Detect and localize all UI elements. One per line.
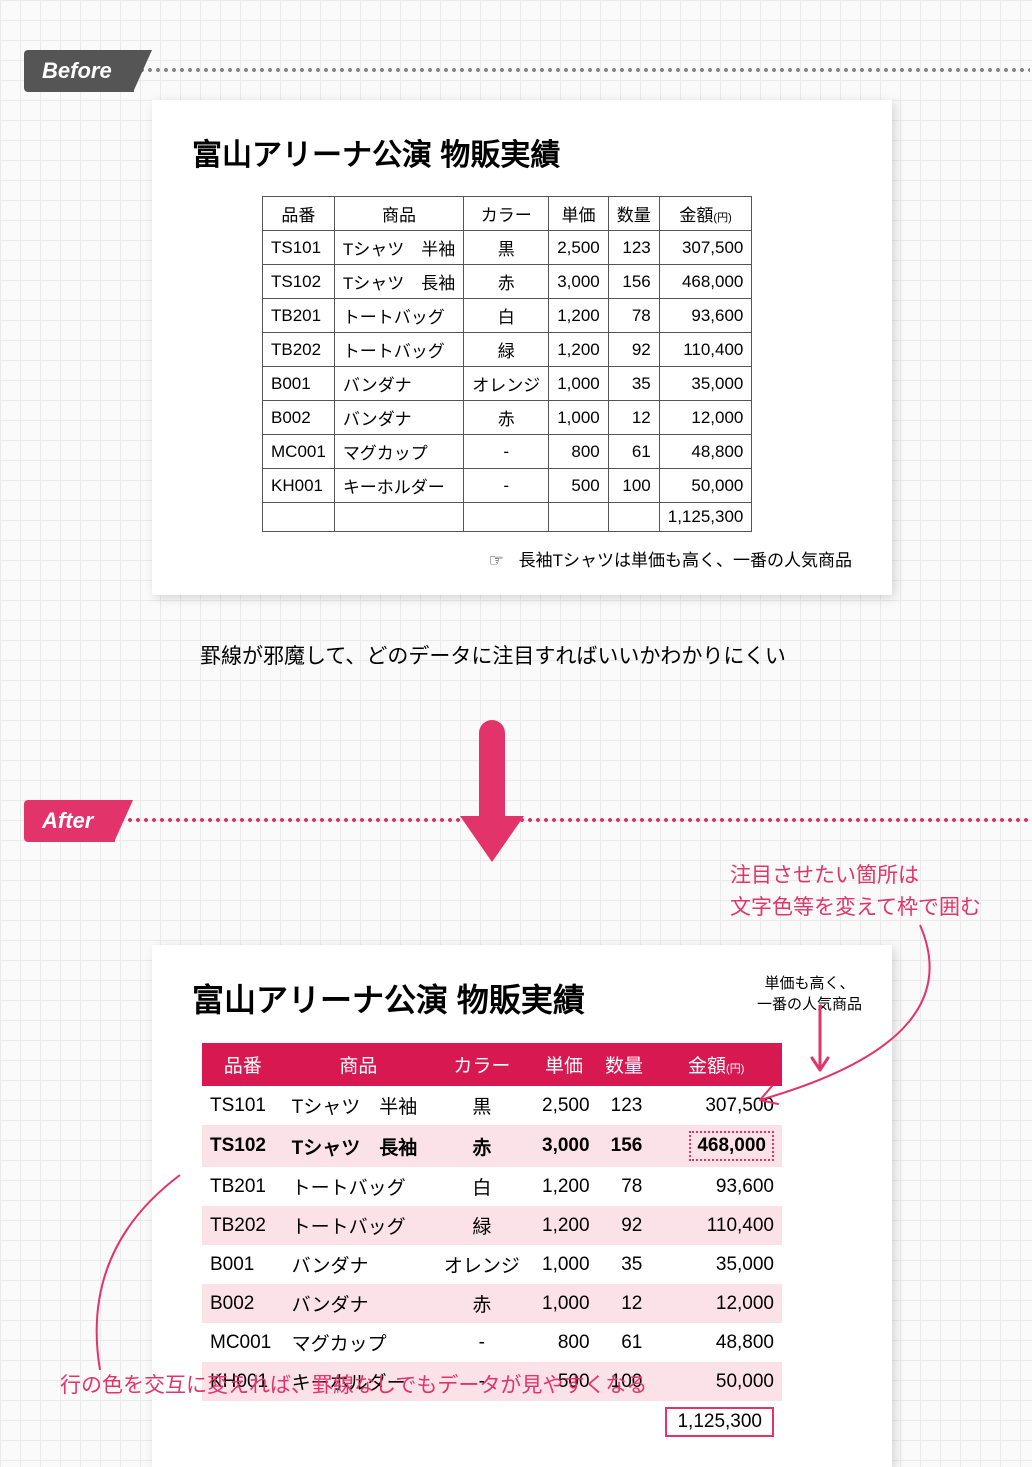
col-header: 単価 [549, 197, 609, 231]
callout-altrows: 行の色を交互に変えれば、罫線なしでもデータが見やすくなる [60, 1370, 647, 1402]
table-row: MC001マグカップ-8006148,800 [202, 1323, 782, 1362]
table-row: B002バンダナ赤1,0001212,000 [202, 1284, 782, 1323]
table-row: B001バンダナオレンジ1,0003535,000 [263, 367, 752, 401]
divider-dots-after [110, 818, 1030, 822]
col-header: 品番 [202, 1043, 284, 1086]
col-header: カラー [464, 197, 549, 231]
caption-before: 罫線が邪魔して、どのデータに注目すればいいかわかりにくい [200, 640, 786, 670]
small-arrow-icon [780, 1000, 860, 1100]
pointing-hand-icon: ☞ [489, 551, 504, 571]
col-header: 商品 [334, 197, 463, 231]
col-header: 数量 [598, 1043, 651, 1086]
badge-before: Before [24, 50, 134, 92]
table-row: TB201トートバッグ白1,2007893,600 [202, 1167, 782, 1206]
table-row: B001バンダナオレンジ1,0003535,000 [202, 1245, 782, 1284]
table-row: TB201トートバッグ白1,2007893,600 [263, 299, 752, 333]
table-row: MC001マグカップ-8006148,800 [263, 435, 752, 469]
col-header: 金額(円) [659, 197, 752, 231]
note-before: ☞ 長袖Tシャツは単価も高く、一番の人気商品 [192, 546, 852, 571]
callout-highlight: 注目させたい箇所は文字色等を変えて枠で囲む [730, 860, 981, 923]
total-row: 1,125,300 [202, 1401, 782, 1443]
table-row: B002バンダナ赤1,0001212,000 [263, 401, 752, 435]
table-row: TS102Tシャツ 長袖赤3,000156468,000 [263, 265, 752, 299]
table-before: 品番商品カラー単価数量金額(円) TS101Tシャツ 半袖黒2,50012330… [262, 196, 752, 532]
curve-arrow-2 [70, 1170, 270, 1380]
table-row: TS101Tシャツ 半袖黒2,500123307,500 [263, 231, 752, 265]
table-row: TS101Tシャツ 半袖黒2,500123307,500 [202, 1086, 782, 1125]
divider-dots-before [130, 68, 1030, 72]
col-header: 単価 [530, 1043, 597, 1086]
total-row: 1,125,300 [263, 503, 752, 532]
note-text: 長袖Tシャツは単価も高く、一番の人気商品 [519, 551, 852, 570]
badge-after: After [24, 800, 115, 842]
arrow-down-icon [460, 720, 524, 862]
table-row: KH001キーホルダー-50010050,000 [263, 469, 752, 503]
col-header: 数量 [608, 197, 659, 231]
col-header: カラー [433, 1043, 530, 1086]
panel-before: 富山アリーナ公演 物販実績 品番商品カラー単価数量金額(円) TS101Tシャツ… [152, 100, 892, 595]
col-header: 商品 [284, 1043, 434, 1086]
col-header: 品番 [263, 197, 335, 231]
table-row: TB202トートバッグ緑1,20092110,400 [202, 1206, 782, 1245]
title-before: 富山アリーナ公演 物販実績 [192, 130, 852, 174]
table-row: TB202トートバッグ緑1,20092110,400 [263, 333, 752, 367]
table-row: TS102Tシャツ 長袖赤3,000156468,000 [202, 1125, 782, 1167]
